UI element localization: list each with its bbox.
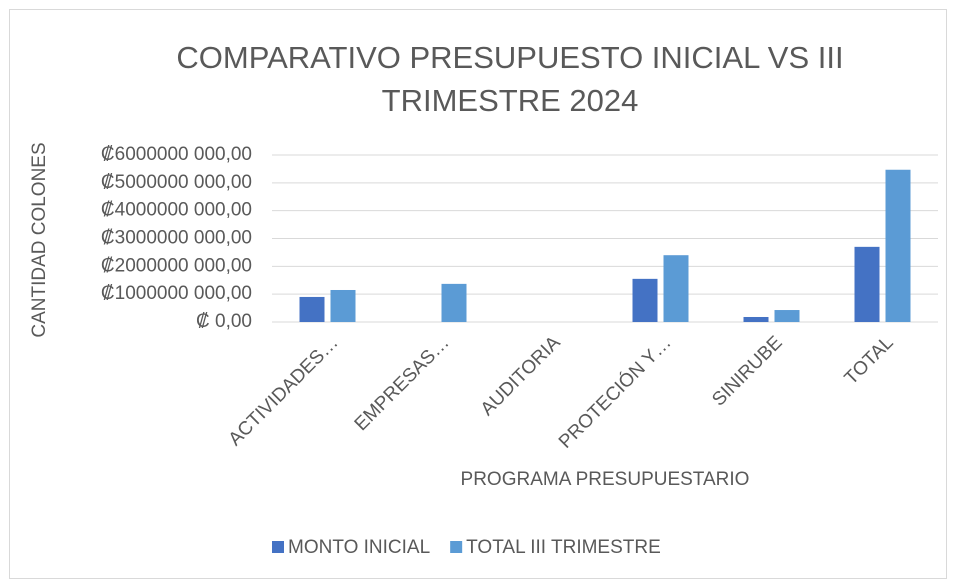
bar: [632, 278, 658, 322]
legend-label: TOTAL III TRIMESTRE: [466, 537, 661, 558]
bar: [743, 316, 769, 322]
y-tick-label: ₡2000000 000,00: [101, 255, 252, 276]
x-tick-label: TOTAL: [841, 332, 898, 389]
x-tick-label: EMPRESAS…: [351, 332, 454, 435]
x-tick-label: SINIRUBE: [708, 332, 786, 410]
x-axis-label: PROGRAMA PRESUPUESTARIO: [461, 469, 750, 490]
y-axis-label: CANTIDAD COLONES: [29, 142, 50, 337]
y-tick-label: ₡5000000 000,00: [101, 172, 252, 193]
legend-swatch: [450, 541, 463, 553]
y-tick-label: ₡6000000 000,00: [101, 144, 252, 165]
bar: [774, 310, 800, 322]
legend-label: MONTO INICIAL: [288, 537, 430, 558]
bar: [441, 283, 467, 322]
bar: [663, 255, 689, 322]
y-tick-label: ₡3000000 000,00: [101, 228, 252, 249]
y-tick-label: ₡ 0,00: [196, 311, 252, 332]
bar: [885, 169, 911, 322]
y-tick-label: ₡4000000 000,00: [101, 200, 252, 221]
chart-border: [9, 9, 947, 579]
y-tick-label: ₡1000000 000,00: [101, 283, 252, 304]
x-tick-label: AUDITORIA: [477, 332, 565, 420]
x-tick-label: ACTIVIDADES…: [225, 332, 343, 450]
bar: [854, 246, 880, 322]
bar: [299, 296, 325, 322]
legend-swatch: [272, 541, 284, 553]
x-tick-label: PROTECIÓN Y…: [554, 332, 675, 453]
bar: [330, 289, 356, 322]
chart-title: COMPARATIVO PRESUPUESTO INICIAL VS III T…: [176, 40, 844, 118]
